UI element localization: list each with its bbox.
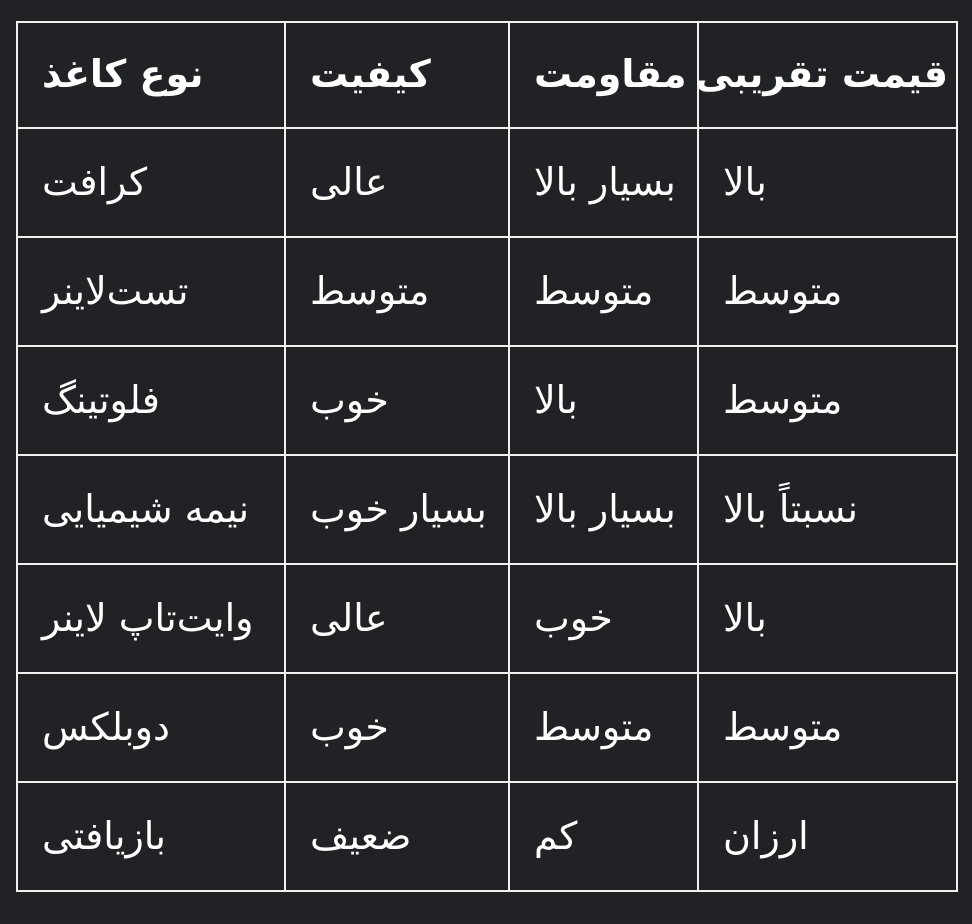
cell-approx-price: متوسط [697, 236, 958, 347]
cell-approx-price: متوسط [697, 672, 958, 783]
cell-approx-price: بالا [697, 563, 958, 674]
table-row: نیمه شیمیایی بسیار خوب بسیار بالا نسبتاً… [16, 454, 958, 565]
column-header-approx-price: قیمت تقریبی [697, 21, 958, 129]
cell-paper-type: نیمه شیمیایی [16, 454, 286, 565]
cell-quality: بسیار خوب [284, 454, 510, 565]
cell-paper-type: فلوتینگ [16, 345, 286, 456]
cell-paper-type: کرافت [16, 127, 286, 238]
cell-resistance: کم [508, 781, 699, 892]
cell-paper-type: تست‌لاینر [16, 236, 286, 347]
cell-resistance: بالا [508, 345, 699, 456]
cell-resistance: بسیار بالا [508, 127, 699, 238]
cell-quality: خوب [284, 345, 510, 456]
cell-resistance: متوسط [508, 236, 699, 347]
table-row: بازیافتی ضعیف کم ارزان [16, 781, 958, 892]
cell-resistance: خوب [508, 563, 699, 674]
cell-approx-price: ارزان [697, 781, 958, 892]
cell-approx-price: نسبتاً بالا [697, 454, 958, 565]
cell-paper-type: دوبلکس [16, 672, 286, 783]
table-row: فلوتینگ خوب بالا متوسط [16, 345, 958, 456]
table-row: کرافت عالی بسیار بالا بالا [16, 127, 958, 238]
cell-quality: خوب [284, 672, 510, 783]
cell-quality: عالی [284, 563, 510, 674]
table-row: وایت‌تاپ لاینر عالی خوب بالا [16, 563, 958, 674]
cell-resistance: بسیار بالا [508, 454, 699, 565]
cell-resistance: متوسط [508, 672, 699, 783]
paper-types-table: نوع کاغذ کیفیت مقاومت قیمت تقریبی کرافت … [16, 21, 958, 892]
cell-quality: عالی [284, 127, 510, 238]
table-row: تست‌لاینر متوسط متوسط متوسط [16, 236, 958, 347]
column-header-quality: کیفیت [284, 21, 510, 129]
table-row: دوبلکس خوب متوسط متوسط [16, 672, 958, 783]
cell-paper-type: وایت‌تاپ لاینر [16, 563, 286, 674]
header-row: نوع کاغذ کیفیت مقاومت قیمت تقریبی [16, 21, 958, 129]
cell-approx-price: متوسط [697, 345, 958, 456]
column-header-resistance: مقاومت [508, 21, 699, 129]
cell-quality: متوسط [284, 236, 510, 347]
column-header-paper-type: نوع کاغذ [16, 21, 286, 129]
cell-approx-price: بالا [697, 127, 958, 238]
cell-paper-type: بازیافتی [16, 781, 286, 892]
cell-quality: ضعیف [284, 781, 510, 892]
